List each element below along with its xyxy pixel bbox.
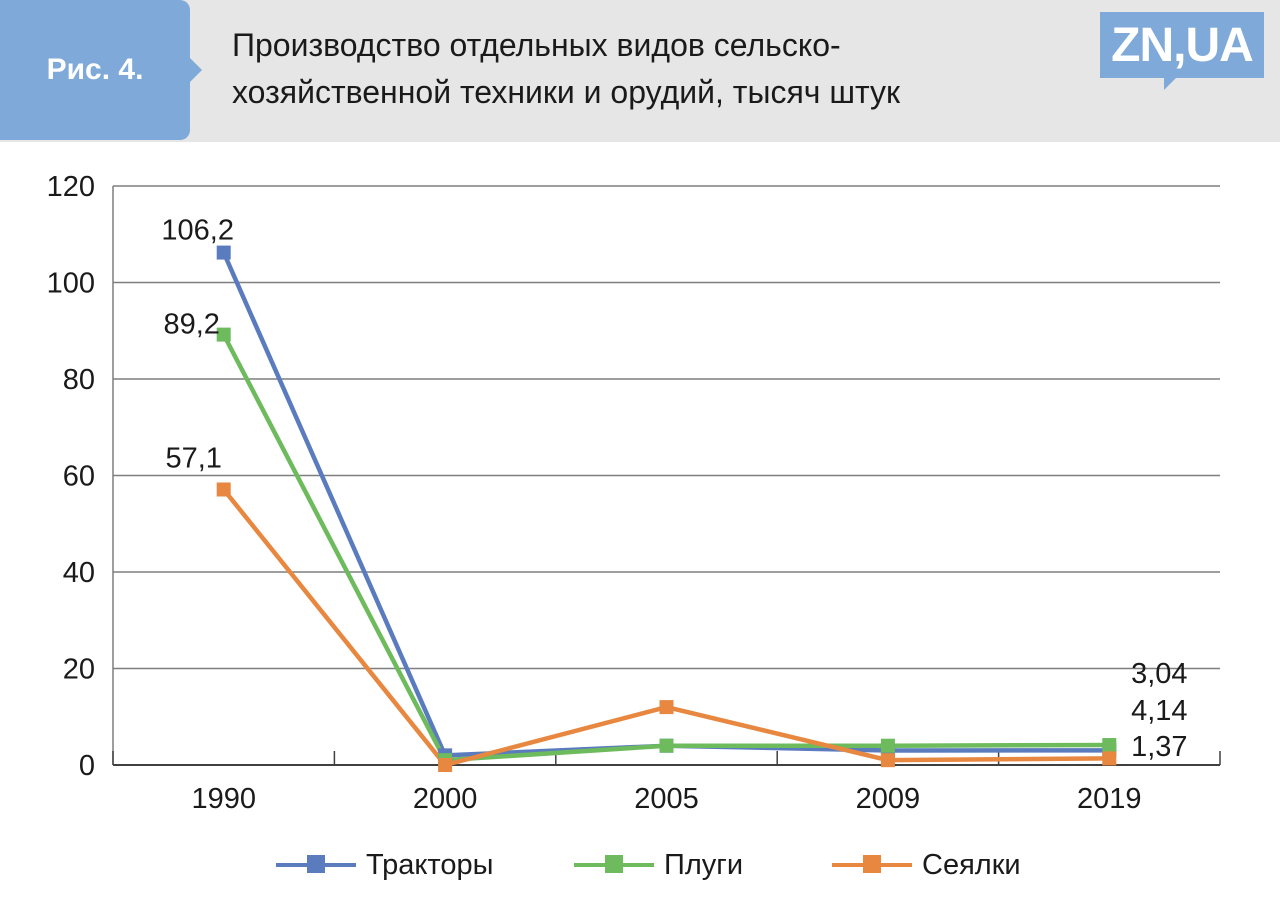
data-label: 89,2 — [163, 309, 219, 341]
y-tick-label: 120 — [47, 171, 95, 203]
y-tick-label: 20 — [63, 654, 95, 686]
x-tick-label: 2019 — [1077, 783, 1142, 815]
x-tick-label: 2005 — [634, 783, 699, 815]
x-tick-label: 2000 — [413, 783, 478, 815]
series-line — [221, 488, 1110, 768]
legend-marker-swatch — [307, 855, 325, 873]
data-label: 57,1 — [165, 442, 221, 474]
logo-speech-tail — [1164, 76, 1178, 90]
series-line — [221, 333, 1110, 763]
legend-item: Плуги — [574, 840, 743, 890]
legend-label: Тракторы — [366, 848, 494, 881]
data-point-marker — [216, 245, 231, 260]
data-point-marker — [1102, 738, 1117, 753]
y-tick-label: 0 — [79, 750, 95, 782]
x-tick-label: 1990 — [191, 783, 256, 815]
legend-item: Сеялки — [832, 840, 1021, 890]
legend-item: Тракторы — [276, 840, 493, 890]
series-line — [221, 251, 1110, 758]
chart-title-line2: хозяйственной техники и орудий, тысяч шт… — [232, 74, 901, 110]
x-tick-label: 2009 — [856, 783, 921, 815]
figure-tab — [0, 0, 190, 140]
legend-marker-swatch — [605, 855, 623, 873]
legend-marker-swatch — [863, 855, 881, 873]
chart-title-line1: Производство отдельных видов сельско- — [232, 27, 841, 63]
figure-label: Рис. 4. — [46, 53, 144, 86]
legend-line-swatch — [276, 855, 356, 873]
data-point-marker — [216, 482, 231, 497]
data-label: 1,37 — [1131, 731, 1187, 763]
y-tick-label: 80 — [63, 364, 95, 396]
data-point-marker — [880, 738, 895, 753]
data-point-marker — [438, 758, 453, 772]
chart-legend: Тракторы Плуги Сеялки — [0, 840, 1280, 890]
data-point-marker — [1102, 751, 1117, 766]
data-label: 4,14 — [1131, 695, 1187, 727]
chart-title: Производство отдельных видов сельско- хо… — [232, 22, 1012, 116]
figure-tab-arrow — [190, 58, 202, 82]
y-tick-label: 60 — [63, 461, 95, 493]
data-point-marker — [659, 700, 674, 715]
legend-label: Плуги — [664, 848, 744, 881]
legend-line-swatch — [574, 855, 654, 873]
data-point-marker — [216, 327, 231, 342]
data-label: 106,2 — [161, 215, 234, 247]
logo-text: ZN,UA — [1100, 12, 1264, 78]
zn-ua-logo: ZN,UA — [1100, 12, 1264, 92]
header-banner — [0, 0, 1280, 142]
data-point-marker — [659, 738, 674, 753]
legend-line-swatch — [832, 855, 912, 873]
data-point-marker — [880, 753, 895, 768]
y-tick-label: 40 — [63, 557, 95, 589]
legend-label: Сеялки — [922, 848, 1021, 881]
y-tick-label: 100 — [47, 268, 95, 300]
data-label: 3,04 — [1131, 658, 1187, 690]
